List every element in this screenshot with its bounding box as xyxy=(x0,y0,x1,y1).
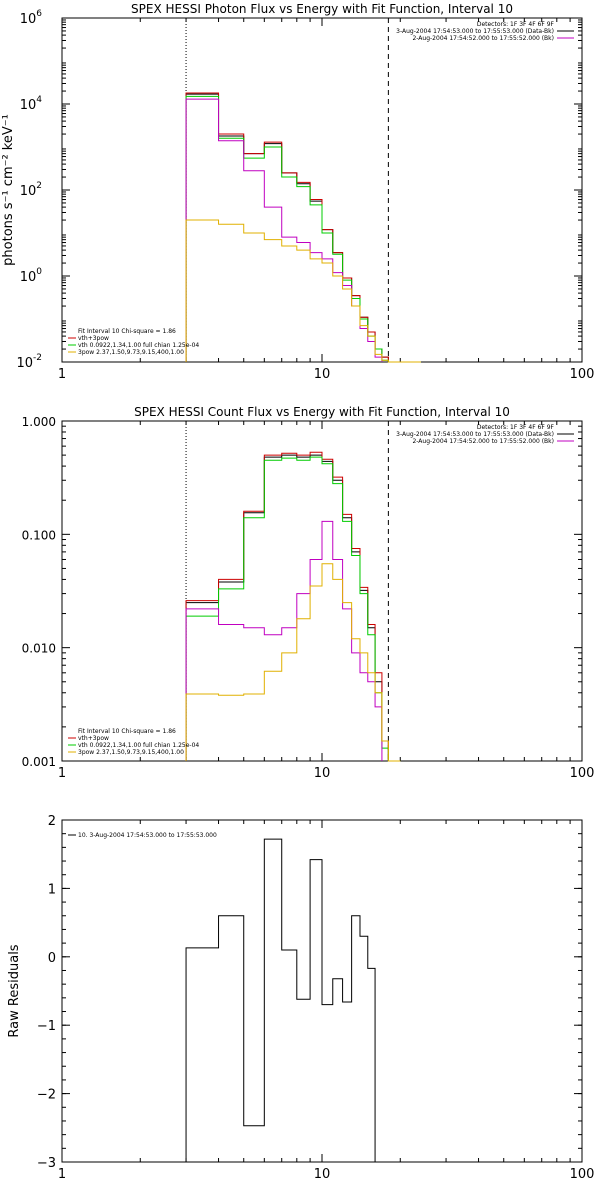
series-line-3 xyxy=(185,520,383,761)
header-line: Detectors: 1F 3F 4F 6F 9F xyxy=(477,21,555,28)
legend-text: Fit Interval 10 Chi-square = 1.86 xyxy=(78,328,176,335)
y-tick-label: −1 xyxy=(37,1019,56,1034)
legend-text: vth+3pow xyxy=(78,335,109,342)
legend-text: vth+3pow xyxy=(78,735,109,742)
chart-title: SPEX HESSI Photon Flux vs Energy with Fi… xyxy=(131,2,513,16)
header-line: 3-Aug-2004 17:54:53.000 to 17:55:53.000 … xyxy=(396,28,554,35)
y-tick-label: 100 xyxy=(20,267,43,285)
y-tick-label: 104 xyxy=(20,95,43,113)
series-line-3 xyxy=(185,98,383,362)
legend-text: Fit Interval 10 Chi-square = 1.86 xyxy=(78,728,176,735)
y-tick-label: 102 xyxy=(20,181,42,199)
header-line: 3-Aug-2004 17:54:53.000 to 17:55:53.000 … xyxy=(396,431,554,438)
y-tick-label: 1 xyxy=(48,882,56,897)
count-flux-chart: SPEX HESSI Count Flux vs Energy with Fit… xyxy=(22,405,595,781)
header-line: 2-Aug-2004 17:54:52.000 to 17:55:52.000 … xyxy=(412,35,554,42)
photon-flux-chart: SPEX HESSI Photon Flux vs Energy with Fi… xyxy=(1,2,595,382)
legend-text: 10. 3-Aug-2004 17:54:53.000 to 17:55:53.… xyxy=(78,832,217,839)
y-axis-label: photons s⁻¹ cm⁻² keV⁻¹ xyxy=(1,114,16,266)
x-tick-label: 10 xyxy=(314,1167,331,1182)
series-line-2 xyxy=(185,95,421,363)
x-tick-label: 1 xyxy=(58,1167,66,1182)
y-tick-label: 1.000 xyxy=(22,415,56,429)
y-tick-label: −2 xyxy=(37,1088,56,1103)
x-tick-label: 10 xyxy=(314,766,331,781)
plot-frame xyxy=(61,420,583,762)
y-tick-label: 0.010 xyxy=(22,642,56,656)
legend-text: 3pow 2.37,1.50,9.73,9.15,400,1.00 xyxy=(78,749,184,756)
x-tick-label: 10 xyxy=(314,367,331,382)
y-tick-label: 2 xyxy=(48,814,56,829)
legend-text: vth 0.0922,1.34,1.00 full chian 1.25e-04 xyxy=(78,742,199,749)
series-line-0 xyxy=(185,838,376,1162)
residuals-chart: 1 10 100 −3 −2 −1 0 1 2 Raw Residuals 10. 3-Aug-20… xyxy=(7,814,595,1182)
header-line: Detectors: 1F 3F 4F 6F 9F xyxy=(477,424,555,431)
header-line: 2-Aug-2004 17:54:52.000 to 17:55:52.000 … xyxy=(412,438,554,445)
y-tick-label: 0.100 xyxy=(22,528,56,542)
y-tick-label: 0.001 xyxy=(22,755,56,769)
legend-text: vth 0.0922,1.34,1.00 full chian 1.25e-04 xyxy=(78,342,199,349)
legend-text: 3pow 2.37,1.50,9.73,9.15,400,1.00 xyxy=(78,349,184,356)
x-tick-label: 1 xyxy=(58,766,66,781)
series-line-1 xyxy=(185,92,421,363)
x-tick-label: 100 xyxy=(570,367,595,382)
y-tick-label: 10-2 xyxy=(16,353,42,371)
series-line-4 xyxy=(185,563,401,762)
plot-frame xyxy=(61,17,583,363)
y-tick-label: 0 xyxy=(48,951,56,966)
series-line-4 xyxy=(185,219,421,363)
y-axis-label: Raw Residuals xyxy=(7,944,22,1037)
chart-title: SPEX HESSI Count Flux vs Energy with Fit… xyxy=(134,405,510,419)
y-tick-label: 106 xyxy=(20,9,43,27)
x-tick-label: 100 xyxy=(570,766,595,781)
x-tick-label: 100 xyxy=(570,1167,595,1182)
y-tick-label: −3 xyxy=(37,1156,56,1171)
x-tick-label: 1 xyxy=(58,367,66,382)
